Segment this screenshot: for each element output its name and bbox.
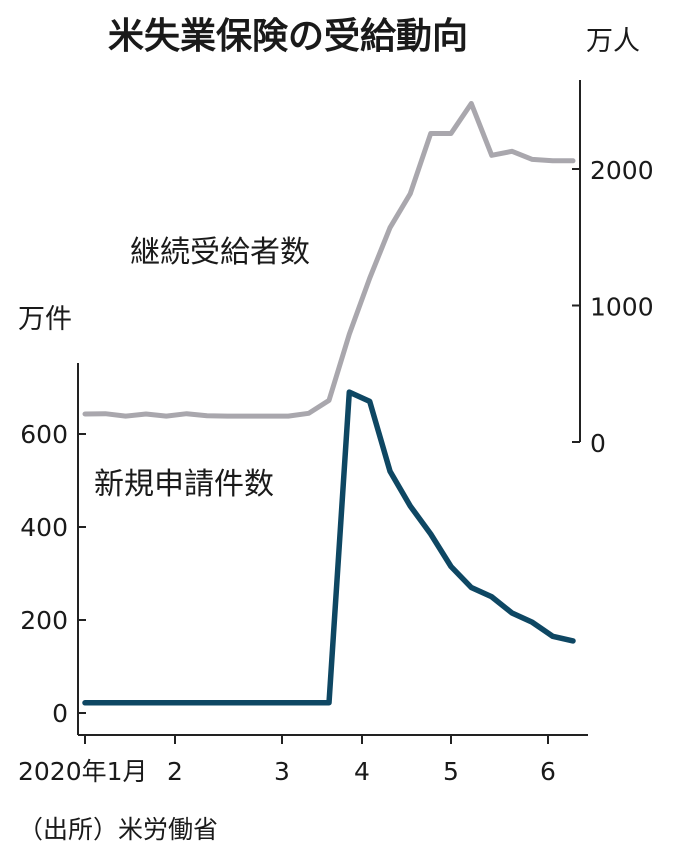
right-tick-label: 1000 <box>590 293 654 322</box>
right-tick-label: 2000 <box>590 156 654 185</box>
series-label-continuing-claims: 継続受給者数 <box>130 235 310 270</box>
left-tick-label: 400 <box>20 513 68 542</box>
series-line-continuing-claims <box>82 101 576 419</box>
series-line-initial-claims <box>82 389 576 706</box>
left-tick-label: 600 <box>20 420 68 449</box>
x-axis-ticks: 2020年1月 2 3 4 5 6 <box>18 735 556 786</box>
left-tick-label: 0 <box>52 699 68 728</box>
right-axis-ticks: 0 1000 2000 <box>572 156 654 458</box>
x-tick-label: 2020年1月 <box>18 757 148 786</box>
right-tick-label: 0 <box>590 429 606 458</box>
x-tick-label: 4 <box>354 757 370 786</box>
series-lines <box>82 101 576 706</box>
left-axis-ticks: 0 200 400 600 <box>20 420 86 728</box>
x-tick-label: 3 <box>274 757 290 786</box>
left-tick-label: 200 <box>20 606 68 635</box>
left-axis-unit: 万件 <box>18 304 72 335</box>
x-tick-label: 2 <box>167 757 183 786</box>
x-tick-label: 6 <box>540 757 556 786</box>
source-note: （出所）米労働省 <box>18 815 218 844</box>
series-label-initial-claims: 新規申請件数 <box>94 467 274 502</box>
x-tick-label: 5 <box>443 757 459 786</box>
right-axis-unit: 万人 <box>586 26 640 57</box>
chart-title: 米失業保険の受給動向 <box>108 16 468 57</box>
